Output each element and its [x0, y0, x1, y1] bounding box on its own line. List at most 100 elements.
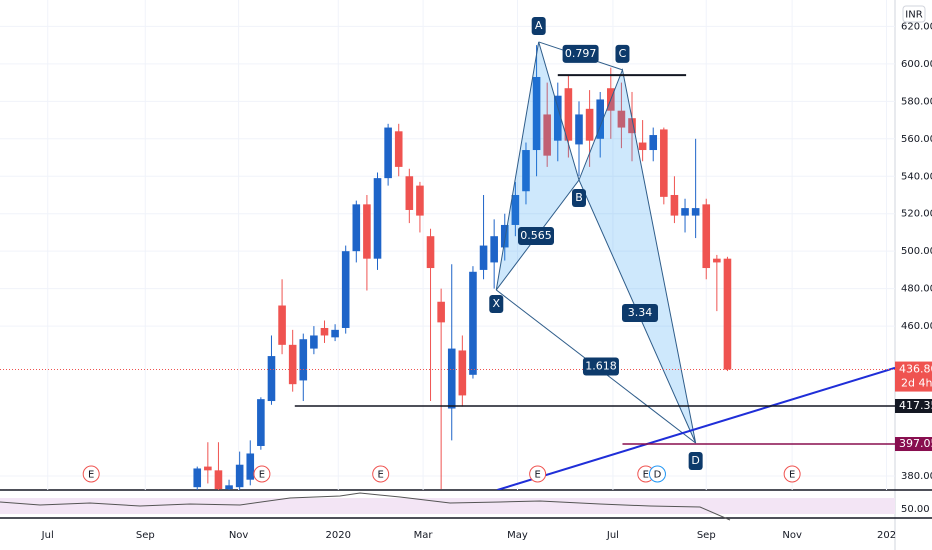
candle-body	[670, 194, 679, 216]
point-label-bg	[688, 451, 703, 470]
candle-body	[363, 204, 371, 259]
candle-body	[564, 88, 573, 141]
y-tick-label: 560.00	[901, 134, 932, 145]
dividend-marker	[648, 465, 666, 483]
candle-body	[511, 194, 520, 225]
price-label-bg	[895, 398, 932, 413]
point-label-bg	[615, 44, 630, 63]
candle-body	[617, 110, 626, 128]
price-label-bg	[895, 437, 932, 452]
candle-body	[500, 224, 509, 248]
earnings-marker	[253, 465, 271, 483]
point-label-bg	[489, 294, 504, 313]
x-tick-label: 202	[877, 530, 896, 541]
last-price-bg	[895, 361, 932, 392]
x-tick-label: Sep	[136, 530, 155, 541]
price-label: 397.05	[899, 437, 932, 450]
candle-body	[490, 236, 498, 263]
dividend-label: D	[654, 470, 662, 481]
ratio-label: 3.34	[628, 306, 653, 319]
point-label: A	[535, 19, 543, 32]
x-tick-label: Jul	[606, 530, 619, 541]
candle-body	[553, 95, 562, 141]
earnings-label: E	[643, 470, 649, 481]
candle-body	[426, 236, 435, 269]
currency-badge	[902, 5, 926, 23]
candle-body	[681, 208, 689, 216]
y-tick-label: 460.00	[901, 321, 932, 332]
candle-body	[628, 118, 636, 134]
candle-body	[288, 344, 297, 385]
y-tick-label: 380.00	[901, 471, 932, 482]
candle-body	[320, 327, 329, 336]
candle-body	[585, 108, 594, 141]
candle-body	[394, 131, 403, 167]
candle-body	[469, 271, 477, 375]
point-label: X	[493, 297, 501, 310]
candle-body	[416, 185, 424, 216]
candle-body	[405, 176, 414, 210]
currency: INR	[905, 10, 922, 21]
ratio-label: 1.618	[585, 359, 617, 372]
earnings-label: E	[789, 470, 795, 481]
candle-body	[193, 468, 202, 488]
earnings-marker	[82, 465, 100, 483]
candle-body	[522, 150, 530, 192]
candle-body	[532, 76, 541, 151]
candle-body	[352, 204, 361, 252]
x-tick-label: May	[507, 530, 528, 541]
candle-body	[479, 245, 488, 270]
price-label: 417.35	[899, 399, 932, 412]
candle-body	[723, 258, 732, 370]
candle-body	[458, 350, 467, 396]
y-tick-label: 600.00	[901, 59, 932, 70]
ratio-label-bg	[562, 44, 599, 63]
candle-body	[702, 204, 711, 269]
candle-body	[204, 466, 212, 471]
candle-body	[543, 114, 551, 156]
point-label: D	[691, 454, 699, 467]
y-tick-label: 520.00	[901, 209, 932, 220]
candle-body	[575, 114, 583, 145]
ratio-label: 0.565	[520, 229, 552, 242]
x-tick-label: Jul	[41, 530, 54, 541]
x-tick-label: Nov	[782, 530, 802, 541]
candle-body	[691, 208, 700, 216]
earnings-marker	[372, 465, 390, 483]
y-tick-label: 500.00	[901, 246, 932, 257]
point-label: C	[619, 47, 627, 60]
last-price-label: 436.80	[899, 363, 932, 376]
earnings-label: E	[259, 470, 265, 481]
rsi-line	[0, 492, 731, 521]
countdown: 2d 4h	[901, 377, 932, 390]
earnings-marker	[783, 465, 801, 483]
rsi-band	[0, 498, 895, 514]
y-tick-label: 540.00	[901, 171, 932, 182]
candle-body	[310, 335, 318, 349]
trendline	[497, 366, 895, 490]
candle-body	[373, 178, 382, 259]
candle-body	[341, 251, 350, 328]
candle-body	[225, 485, 233, 490]
earnings-label: E	[534, 470, 540, 481]
earnings-label: E	[88, 470, 94, 481]
ratio-label-bg	[518, 227, 554, 245]
x-tick-label: Mar	[414, 530, 434, 541]
y-tick-label: 620.00	[901, 21, 932, 32]
candle-body	[713, 258, 721, 263]
rsi-level-label: 50.00	[901, 504, 930, 515]
candle-body	[596, 99, 605, 139]
point-label-bg	[571, 189, 586, 208]
candle-body	[267, 356, 276, 402]
candle-body	[638, 142, 647, 151]
point-label: B	[575, 191, 583, 204]
earnings-label: E	[378, 470, 384, 481]
x-tick-label: 2020	[326, 530, 351, 541]
candle-body	[214, 470, 223, 490]
candle-body	[278, 305, 286, 345]
candle-body	[257, 399, 265, 446]
ratio-label-bg	[622, 304, 658, 322]
candle-body	[246, 453, 255, 480]
